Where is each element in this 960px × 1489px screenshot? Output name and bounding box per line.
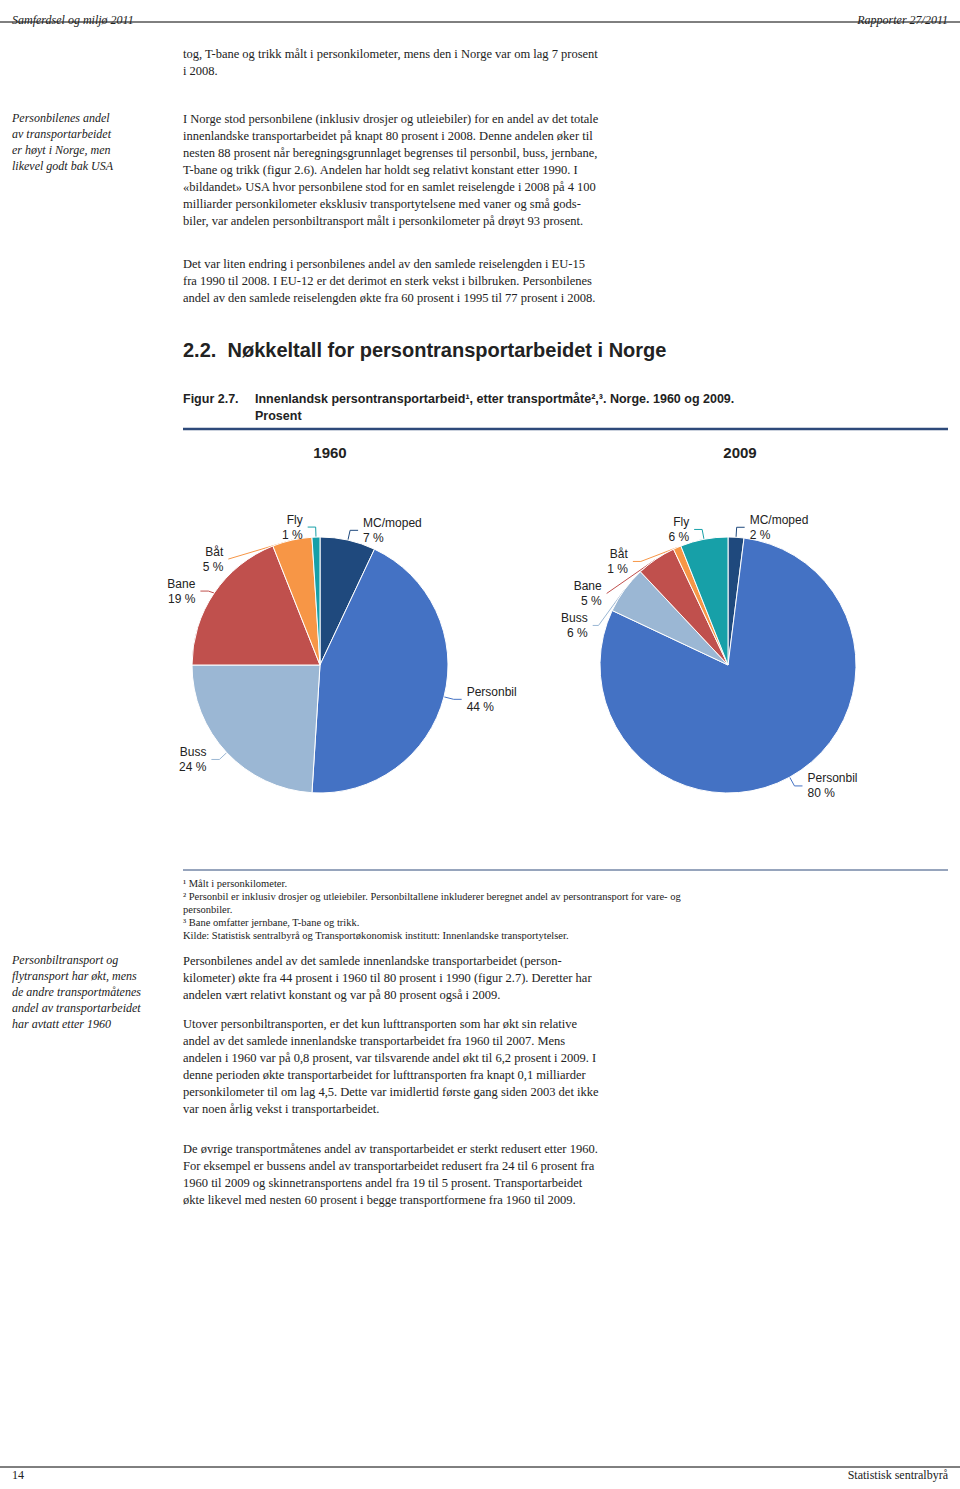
svg-text:T-bane og trikk (figur 2.6). A: T-bane og trikk (figur 2.6). Andelen har… [183, 163, 578, 177]
svg-text:Prosent: Prosent [255, 409, 302, 423]
svg-text:andelen i 1960 var på 0,8 pros: andelen i 1960 var på 0,8 prosent, var t… [183, 1051, 596, 1065]
svg-text:Bane: Bane [167, 577, 195, 591]
svg-text:denne perioden økte transporta: denne perioden økte transportarbeidet fo… [183, 1068, 586, 1082]
svg-text:Personbilenes andel: Personbilenes andel [11, 111, 110, 125]
svg-text:5 %: 5 % [581, 594, 602, 608]
svg-text:nesten 88 prosent når beregnin: nesten 88 prosent når beregningsgrunnlag… [183, 146, 597, 160]
svg-text:Buss: Buss [180, 745, 207, 759]
svg-text:Fly: Fly [287, 513, 303, 527]
svg-text:kilometer) økte fra 44 prosent: kilometer) økte fra 44 prosent i 1960 ti… [183, 971, 592, 985]
svg-text:² Personbil er inklusiv drosje: ² Personbil er inklusiv drosjer og utlei… [183, 891, 681, 902]
svg-text:andelen vært relativt konstant: andelen vært relativt konstant og var på… [183, 988, 500, 1002]
svg-text:1 %: 1 % [607, 562, 628, 576]
svg-text:2.2. Nøkkeltall for persontra: 2.2. Nøkkeltall for persontransportarbei… [183, 339, 666, 361]
svg-text:7 %: 7 % [363, 531, 384, 545]
svg-text:milliarder personkilometer eks: milliarder personkilometer eksklusiv tra… [183, 197, 581, 211]
svg-text:var noen årlig vekst i transpo: var noen årlig vekst i transportarbeidet… [183, 1102, 379, 1116]
svg-text:I Norge stod personbilene (ink: I Norge stod personbilene (inklusiv dros… [183, 112, 599, 126]
svg-text:økte likevel med nesten 60 pro: økte likevel med nesten 60 prosent i beg… [183, 1193, 576, 1207]
svg-text:Utover personbiltransporten, e: Utover personbiltransporten, er det kun … [183, 1017, 577, 1031]
svg-text:personbiler.: personbiler. [183, 904, 232, 915]
svg-text:6 %: 6 % [668, 530, 689, 544]
svg-text:Innenlandsk persontransportarb: Innenlandsk persontransportarbeid¹, ette… [255, 392, 734, 406]
svg-text:³ Bane omfatter jernbane, T-ba: ³ Bane omfatter jernbane, T-bane og trik… [183, 917, 359, 928]
svg-text:6 %: 6 % [567, 626, 588, 640]
svg-text:biler, var andelen personbiltr: biler, var andelen personbiltransport må… [183, 214, 583, 228]
svg-text:Kilde: Statistisk sentralbyrå: Kilde: Statistisk sentralbyrå og Transpo… [183, 930, 569, 941]
svg-text:Båt: Båt [610, 547, 629, 561]
svg-text:Fly: Fly [673, 515, 689, 529]
svg-text:80 %: 80 % [807, 786, 835, 800]
svg-text:Bane: Bane [574, 579, 602, 593]
svg-text:av transportarbeidet: av transportarbeidet [12, 127, 112, 141]
svg-text:«bildandet» USA hvor personbil: «bildandet» USA hvor personbilene stod f… [183, 180, 596, 194]
svg-text:14: 14 [12, 1468, 24, 1482]
svg-text:personkilometer til om lag 4,5: personkilometer til om lag 4,5. Dette va… [183, 1085, 599, 1099]
svg-text:har avtatt etter 1960: har avtatt etter 1960 [12, 1017, 111, 1031]
svg-text:For eksempel er bussens andel: For eksempel er bussens andel av transpo… [183, 1159, 595, 1173]
svg-text:MC/moped: MC/moped [363, 516, 422, 530]
svg-text:de andre transportmåtenes: de andre transportmåtenes [12, 985, 141, 999]
svg-text:Figur 2.7.: Figur 2.7. [183, 392, 239, 406]
svg-text:19 %: 19 % [168, 592, 196, 606]
svg-text:innenlandske transportarbeidet: innenlandske transportarbeidet på knapt … [183, 129, 593, 143]
svg-text:Rapporter 27/2011: Rapporter 27/2011 [856, 13, 948, 27]
svg-text:44 %: 44 % [467, 700, 495, 714]
svg-text:Personbil: Personbil [467, 685, 517, 699]
svg-text:Buss: Buss [561, 611, 588, 625]
svg-text:Båt: Båt [205, 545, 224, 559]
svg-text:andel av transportarbeidet: andel av transportarbeidet [12, 1001, 141, 1015]
svg-text:fra 1990 til 2008. I EU-12 er: fra 1990 til 2008. I EU-12 er det derimo… [183, 274, 592, 288]
svg-text:De øvrige transportmåtenes and: De øvrige transportmåtenes andel av tran… [183, 1142, 598, 1156]
svg-text:1960: 1960 [313, 444, 346, 461]
svg-text:24 %: 24 % [179, 760, 207, 774]
svg-text:¹ Målt i personkilometer.: ¹ Målt i personkilometer. [183, 878, 287, 889]
svg-text:likevel godt bak USA: likevel godt bak USA [12, 159, 114, 173]
svg-text:5 %: 5 % [203, 560, 224, 574]
svg-text:MC/moped: MC/moped [750, 513, 809, 527]
svg-text:Personbiltransport og: Personbiltransport og [11, 953, 118, 967]
svg-text:andel av den samlede reiseleng: andel av den samlede reiselengden økte f… [183, 291, 595, 305]
svg-text:1960 til 2009 og skinnetranspo: 1960 til 2009 og skinnetransportens ande… [183, 1176, 583, 1190]
svg-text:er høyt i Norge, men: er høyt i Norge, men [12, 143, 111, 157]
svg-text:1 %: 1 % [282, 528, 303, 542]
svg-text:Samferdsel og miljø 2011: Samferdsel og miljø 2011 [12, 13, 134, 27]
svg-text:Personbil: Personbil [807, 771, 857, 785]
svg-text:2 %: 2 % [750, 528, 771, 542]
svg-text:2009: 2009 [723, 444, 756, 461]
svg-text:Personbilenes andel av det sam: Personbilenes andel av det samlede innen… [183, 954, 562, 968]
svg-text:Statistisk sentralbyrå: Statistisk sentralbyrå [848, 1468, 949, 1482]
svg-text:andel av det samlede innenland: andel av det samlede innenlandske transp… [183, 1034, 565, 1048]
svg-text:tog, T-bane og trikk målt i pe: tog, T-bane og trikk målt i personkilome… [183, 47, 598, 61]
svg-text:flytransport har økt, mens: flytransport har økt, mens [12, 969, 137, 983]
svg-text:Det var liten endring i person: Det var liten endring i personbilenes an… [183, 257, 585, 271]
svg-text:i 2008.: i 2008. [183, 64, 218, 78]
